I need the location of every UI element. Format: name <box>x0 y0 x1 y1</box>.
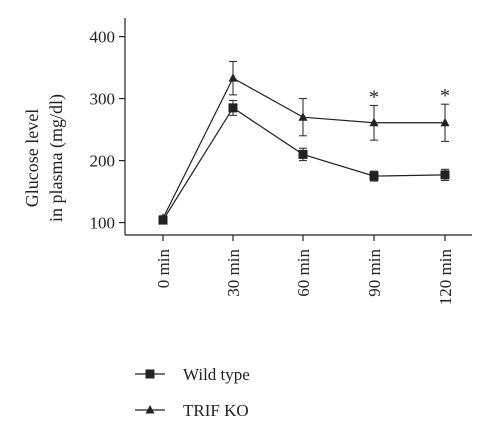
legend: Wild type TRIF KO <box>135 365 250 420</box>
y-tick-label: 100 <box>90 214 116 233</box>
y-tick-label: 300 <box>90 90 116 109</box>
data-point <box>298 112 308 121</box>
data-point <box>228 103 238 113</box>
y-axis-title-line-1: Glucose level <box>22 109 42 207</box>
data-point <box>298 149 308 159</box>
y-tick-label: 400 <box>90 28 116 47</box>
x-tick-label: 120 min <box>436 249 455 306</box>
data-point <box>228 73 238 82</box>
series-trif-ko <box>158 60 450 222</box>
legend-item-wild-type: Wild type <box>135 365 250 384</box>
x-tick-label: 0 min <box>154 249 173 289</box>
data-point <box>440 170 450 180</box>
y-axis-title: Glucose level in plasma (mg/dl) <box>22 94 67 222</box>
axes: 100 200 300 400 0 min 30 min 60 min 90 min 120 m… <box>90 18 472 306</box>
legend-item-trif-ko: TRIF KO <box>135 401 249 420</box>
data-point <box>369 171 379 181</box>
legend-label: Wild type <box>183 365 250 384</box>
data-point <box>369 117 379 127</box>
significance-marker: * <box>440 85 450 107</box>
x-tick-label: 90 min <box>365 249 384 297</box>
legend-label: TRIF KO <box>183 401 249 420</box>
x-tick-label: 30 min <box>224 249 243 297</box>
y-tick-label: 200 <box>90 152 116 171</box>
legend-marker <box>145 369 155 379</box>
data-point <box>440 117 450 127</box>
series-layer: * * <box>158 60 450 225</box>
series-line <box>162 107 446 221</box>
data-point <box>158 213 168 222</box>
significance-marker: * <box>369 86 379 108</box>
x-tick-label: 60 min <box>294 249 313 297</box>
legend-marker <box>145 405 155 414</box>
y-axis-title-line-2: in plasma (mg/dl) <box>46 94 67 222</box>
